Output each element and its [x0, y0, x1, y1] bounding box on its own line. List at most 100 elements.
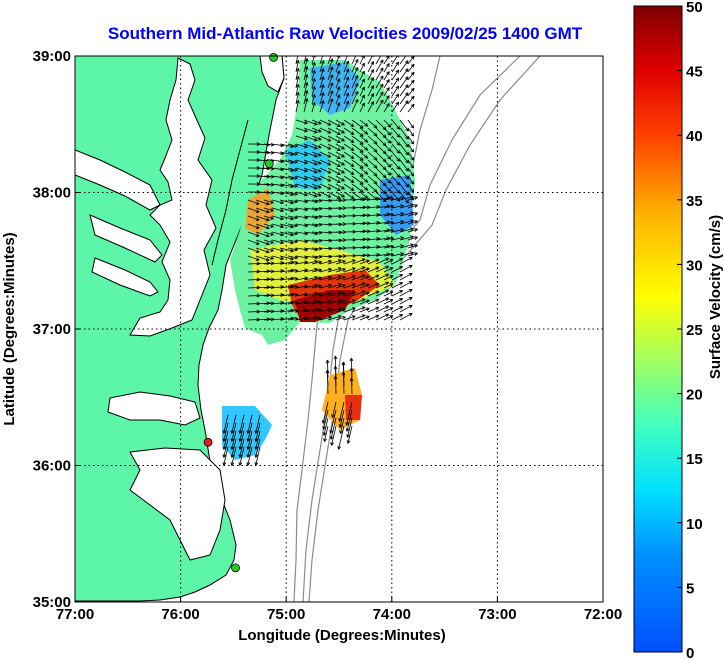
- current-arrow: [263, 255, 274, 260]
- current-arrow: [367, 298, 380, 305]
- current-arrow: [279, 247, 294, 253]
- current-arrow: [351, 167, 364, 177]
- current-arrow: [351, 98, 359, 113]
- current-arrow: [335, 159, 345, 166]
- chesapeake-bay: [129, 57, 217, 337]
- current-arrow: [407, 135, 415, 145]
- current-arrow: [391, 274, 404, 281]
- current-arrow: [279, 223, 294, 229]
- colorbar-label: Surface Velocity (cm/s): [707, 215, 724, 379]
- x-axis-label: Longitude (Degrees:Minutes): [238, 627, 446, 644]
- current-arrow: [335, 292, 346, 297]
- current-arrow: [407, 252, 418, 257]
- current-arrow: [383, 291, 394, 297]
- current-arrow: [311, 70, 316, 81]
- current-arrow: [399, 211, 414, 217]
- x-axis-ticks: 77:00 76:00 75:00 74:00 73:00 72:00: [56, 597, 622, 623]
- current-arrow: [255, 199, 270, 206]
- current-arrow: [367, 127, 378, 137]
- current-arrow: [359, 275, 370, 281]
- colorbar-tick-label: 45: [686, 64, 703, 81]
- current-arrow: [335, 308, 346, 313]
- current-arrow: [303, 82, 309, 97]
- current-arrow: [346, 417, 353, 438]
- current-arrow: [295, 167, 308, 173]
- current-arrow: [351, 143, 364, 153]
- current-arrow: [399, 219, 414, 225]
- current-arrow: [271, 207, 284, 213]
- current-arrow: [367, 69, 375, 81]
- pamlico-sound: [129, 447, 226, 561]
- current-arrow: [359, 167, 369, 175]
- current-arrow: [407, 143, 415, 153]
- current-arrow: [319, 291, 332, 297]
- current-arrow: [407, 183, 415, 193]
- current-vectors: [222, 56, 418, 466]
- current-arrow: [367, 175, 378, 185]
- current-arrow: [287, 175, 298, 180]
- current-arrow: [383, 103, 390, 113]
- current-arrow: [407, 212, 418, 217]
- current-arrow: [407, 159, 415, 169]
- station-marker: [269, 52, 278, 62]
- current-arrow: [399, 76, 409, 89]
- current-arrow: [271, 215, 284, 221]
- current-arrow: [246, 430, 253, 450]
- current-arrow: [222, 438, 229, 458]
- current-arrow: [351, 135, 364, 145]
- current-arrow: [399, 60, 409, 73]
- current-arrow: [330, 425, 337, 446]
- current-arrow: [255, 207, 270, 214]
- current-arrow: [327, 267, 342, 273]
- current-arrow: [346, 425, 353, 444]
- delaware-bay: [259, 56, 285, 93]
- current-arrow: [359, 94, 365, 105]
- current-arrow: [391, 101, 400, 113]
- current-arrow: [295, 175, 308, 181]
- y-tick-label: 37:00: [33, 321, 71, 338]
- current-arrow: [311, 127, 322, 133]
- current-arrow: [287, 143, 298, 148]
- current-arrow: [327, 143, 341, 151]
- current-arrow: [319, 92, 325, 105]
- current-arrow: [254, 438, 261, 458]
- current-arrow: [399, 84, 409, 97]
- current-arrow: [311, 102, 316, 113]
- current-arrow: [391, 167, 401, 178]
- current-arrow: [399, 56, 408, 65]
- current-arrow: [383, 175, 392, 184]
- current-arrow: [319, 127, 332, 134]
- current-arrow: [338, 401, 345, 422]
- current-arrow: [407, 175, 415, 185]
- current-arrow: [343, 127, 355, 135]
- map-plot-area: [74, 52, 604, 603]
- current-arrow: [383, 236, 395, 241]
- current-arrow: [351, 183, 364, 193]
- current-arrow: [343, 100, 350, 113]
- current-arrow: [230, 446, 237, 466]
- current-arrow: [222, 414, 229, 434]
- current-arrow: [327, 98, 334, 113]
- current-arrow: [271, 247, 284, 253]
- current-arrow: [343, 60, 350, 73]
- current-arrow: [359, 183, 369, 191]
- current-arrow: [359, 307, 370, 313]
- current-arrow: [359, 86, 365, 97]
- current-arrow: [351, 306, 366, 313]
- current-arrow: [375, 265, 390, 273]
- current-arrow: [351, 314, 366, 321]
- current-arrow: [287, 317, 299, 321]
- current-arrow: [287, 285, 299, 289]
- current-arrow: [399, 68, 409, 81]
- current-arrow: [238, 446, 245, 466]
- colorbar-tick-label: 50: [686, 0, 703, 16]
- current-arrow: [407, 196, 418, 201]
- current-arrow: [311, 94, 316, 105]
- y-axis-label: Latitude (Degrees:Minutes): [1, 232, 18, 425]
- current-arrow: [391, 135, 401, 146]
- current-arrow: [311, 151, 322, 157]
- current-arrow: [367, 151, 378, 161]
- current-arrow: [351, 175, 364, 185]
- current-arrow: [351, 290, 366, 297]
- current-arrow: [399, 243, 414, 249]
